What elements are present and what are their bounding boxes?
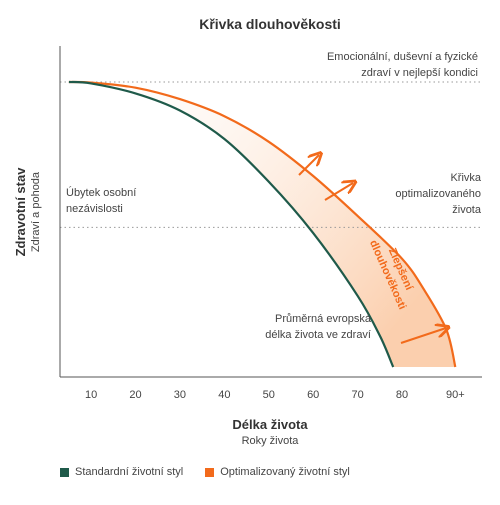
legend-swatch-optimized — [205, 467, 215, 477]
x-tick-label: 90+ — [446, 389, 465, 401]
x-tick-labels: 10 20 30 40 50 60 70 80 90+ — [85, 389, 465, 401]
x-axis-sublabel: Roky života — [242, 435, 300, 447]
svg-text:života: života — [452, 204, 482, 216]
x-axis-label: Délka života — [232, 417, 308, 432]
x-tick-label: 40 — [218, 389, 230, 401]
series-line-optimized — [68, 80, 457, 368]
legend-label-optimized: Optimalizovaný životní styl — [220, 466, 350, 478]
chart-title: Křivka dlouhověkosti — [199, 16, 341, 32]
svg-text:délka života ve zdraví: délka života ve zdraví — [265, 329, 371, 341]
svg-text:Emocionální, duševní a fyzické: Emocionální, duševní a fyzické — [327, 51, 478, 63]
svg-text:nezávislosti: nezávislosti — [66, 203, 123, 215]
improvement-arrow-3 — [400, 328, 446, 344]
annotation-best-health: Emocionální, duševní a fyzické zdraví v … — [327, 51, 478, 79]
y-axis-sublabel: Zdraví a pohoda — [30, 171, 42, 252]
svg-text:Průměrná evropská: Průměrná evropská — [275, 313, 372, 325]
y-axis-label: Zdravotní stav — [13, 167, 28, 257]
legend: Standardní životní styl Optimalizovaný ž… — [60, 466, 350, 478]
series-line-standard — [68, 80, 395, 368]
x-tick-label: 10 — [85, 389, 97, 401]
x-tick-label: 70 — [351, 389, 363, 401]
annotation-optimized-curve: Křivka optimalizovaného života — [395, 172, 482, 216]
legend-item-optimized: Optimalizovaný životní styl — [205, 466, 350, 478]
svg-text:Křivka: Křivka — [450, 172, 481, 184]
annotation-healthy-life-expectancy: Průměrná evropská délka života ve zdraví — [265, 313, 372, 341]
legend-item-standard: Standardní životní styl — [60, 466, 183, 478]
y-axis-title: Zdravotní stav Zdraví a pohoda — [13, 167, 42, 257]
improvement-arrow-2 — [324, 183, 353, 201]
x-tick-label: 30 — [174, 389, 186, 401]
legend-swatch-standard — [60, 467, 69, 477]
x-tick-label: 80 — [396, 389, 408, 401]
improvement-arrow-1 — [298, 155, 319, 176]
annotation-independence-loss: Úbytek osobní nezávislosti — [66, 186, 136, 215]
svg-text:Úbytek osobní: Úbytek osobní — [66, 186, 136, 199]
svg-text:zdraví v nejlepší kondici: zdraví v nejlepší kondici — [361, 67, 478, 79]
legend-label-standard: Standardní životní styl — [75, 466, 184, 478]
svg-text:optimalizovaného: optimalizovaného — [395, 188, 481, 200]
x-tick-label: 20 — [129, 389, 141, 401]
improvement-area — [68, 81, 456, 367]
x-tick-label: 60 — [307, 389, 319, 401]
x-tick-label: 50 — [263, 389, 275, 401]
